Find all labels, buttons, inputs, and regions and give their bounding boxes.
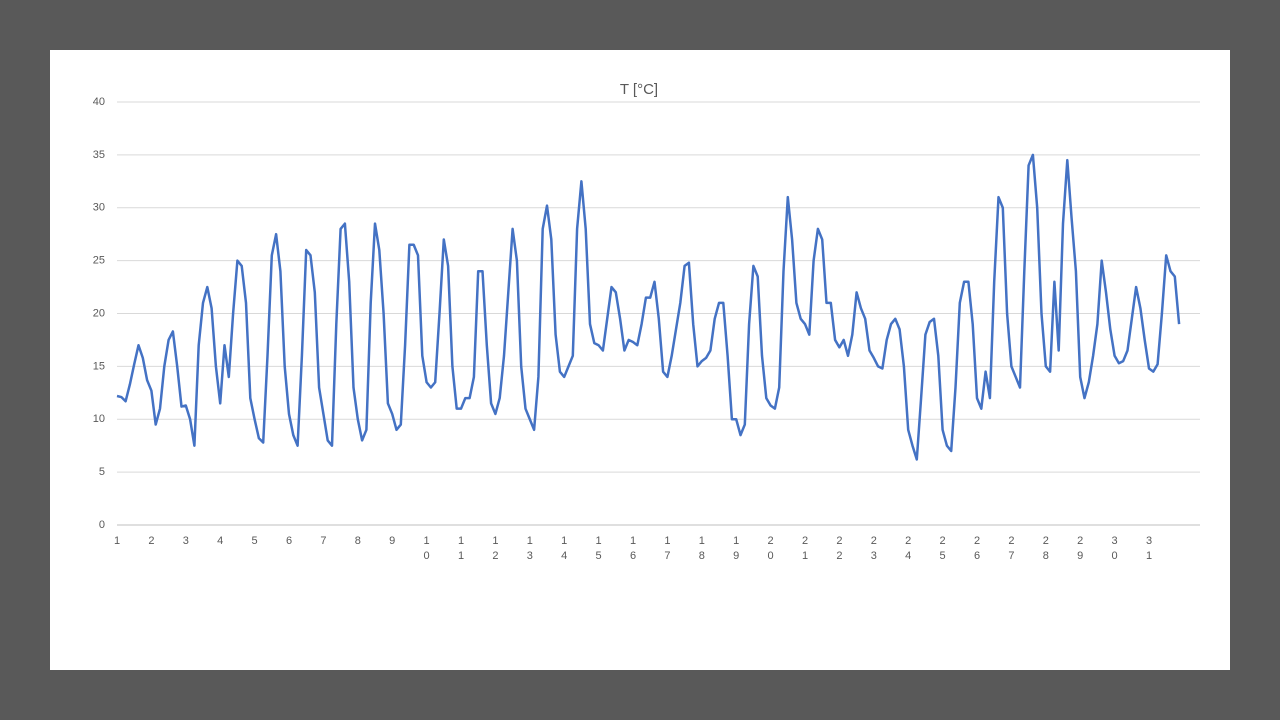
y-tick-label: 0 [99,519,105,531]
y-tick-label: 15 [93,360,105,372]
x-tick-label: 2 [148,535,154,547]
x-tick-label: 5 [252,535,258,547]
chart-area [50,50,1230,670]
line [116,153,1181,461]
chart-title: T [°C] [620,81,658,98]
x-tick-label: 7 [320,535,326,547]
x-tick-label: 9 [389,535,395,547]
x-tick-label: 8 [355,535,361,547]
y-tick-label: 40 [93,96,105,108]
y-tick-label: 10 [93,413,105,425]
x-tick-label: 1 [114,535,120,547]
x-tick-label: 4 [217,535,223,547]
y-tick-label: 25 [93,255,105,267]
y-tick-label: 35 [93,149,105,161]
y-tick-label: 20 [93,307,105,319]
x-tick-label: 6 [286,535,292,547]
y-tick-label: 5 [99,466,105,478]
y-tick-label: 30 [93,202,105,214]
x-tick-label: 3 [183,535,189,547]
